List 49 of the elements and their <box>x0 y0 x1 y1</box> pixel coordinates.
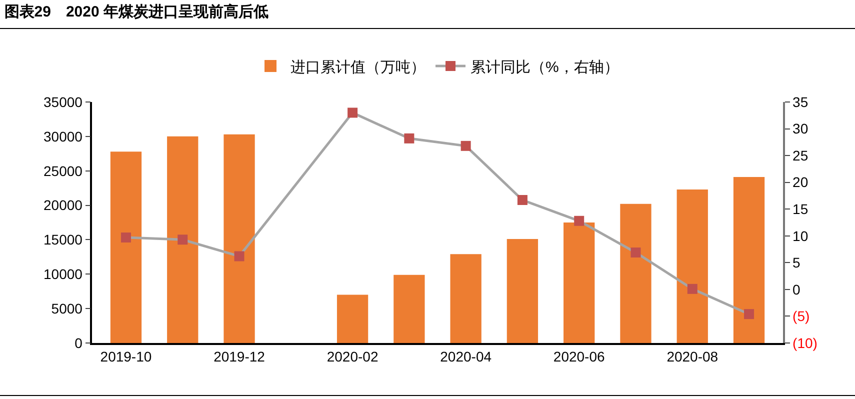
y2-tick-label: 15 <box>792 201 808 218</box>
y-tick-label: 0 <box>74 334 83 351</box>
y2-tick-label: (10) <box>792 334 818 351</box>
legend-label: 累计同比（%，右轴） <box>470 58 619 76</box>
x-tick-label: 2019-10 <box>100 348 152 365</box>
x-tick-label: 2019-12 <box>214 348 266 365</box>
point <box>234 251 244 262</box>
bar <box>336 294 368 343</box>
x-tick-label: 2020-04 <box>440 348 492 365</box>
y2-tick-label: (5) <box>792 308 810 324</box>
point <box>574 216 584 226</box>
bar <box>564 222 595 343</box>
y2-tick-label: 35 <box>792 94 808 110</box>
bar <box>167 136 198 343</box>
point <box>687 284 698 294</box>
bar <box>450 254 482 343</box>
y2-tick-label: 25 <box>792 147 808 164</box>
point <box>178 234 188 245</box>
bar <box>620 204 652 343</box>
y-tick-label: 30000 <box>44 128 83 144</box>
point <box>460 140 471 151</box>
chart-title: 图表29 2020 年煤炭进口呈现前高后低 <box>4 2 269 20</box>
x-tick-label: 2020-08 <box>666 348 718 365</box>
x-tick-label: 2020-06 <box>553 348 605 365</box>
y-tick-label: 15000 <box>44 232 83 248</box>
y-tick-label: 20000 <box>44 197 83 214</box>
y-tick-label: 25000 <box>44 162 83 179</box>
point <box>120 232 131 242</box>
y-tick-label: 10000 <box>44 266 83 282</box>
point <box>517 195 528 206</box>
bar <box>224 134 255 343</box>
y-tick-label: 5000 <box>51 300 83 316</box>
point <box>404 133 414 144</box>
y2-tick-label: 20 <box>792 174 808 190</box>
x-tick-label: 2020-02 <box>326 348 378 365</box>
y2-tick-label: 30 <box>792 120 808 137</box>
point <box>348 108 358 118</box>
bar <box>110 152 142 343</box>
y-tick-label: 35000 <box>44 94 83 110</box>
bar <box>676 189 708 343</box>
bar <box>733 177 765 343</box>
bar <box>394 274 425 343</box>
point <box>744 309 754 320</box>
point <box>630 247 641 258</box>
legend-label: 进口累计值（万吨） <box>290 58 426 76</box>
y2-tick-label: 0 <box>792 281 801 298</box>
y2-tick-label: 10 <box>792 228 808 244</box>
y2-tick-label: 5 <box>792 254 801 271</box>
bar <box>506 239 538 343</box>
